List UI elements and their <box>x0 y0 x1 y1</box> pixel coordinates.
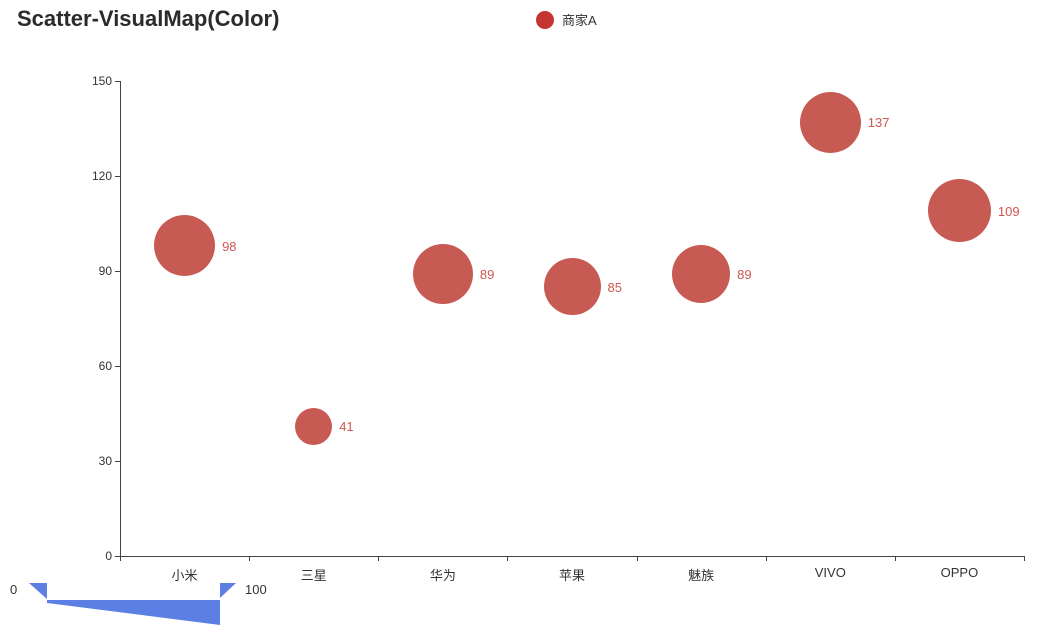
x-axis-tick <box>636 556 638 561</box>
scatter-point[interactable] <box>672 245 731 304</box>
y-tick-label: 90 <box>98 264 112 278</box>
y-axis-tick <box>115 81 120 82</box>
y-axis-tick <box>115 366 120 367</box>
x-axis-tick <box>1024 556 1025 561</box>
visualmap-min-label: 0 <box>10 582 18 597</box>
x-axis-tick <box>765 556 767 561</box>
x-category-label: 三星 <box>300 568 327 583</box>
scatter-point[interactable] <box>543 258 601 316</box>
legend-item-shangjia-a[interactable]: 商家A <box>536 10 597 29</box>
x-axis-line <box>120 556 1024 557</box>
visualmap-right-handle[interactable] <box>220 583 236 598</box>
scatter-point[interactable] <box>927 179 991 243</box>
legend-marker-icon <box>536 10 554 29</box>
point-value-label: 98 <box>222 238 237 254</box>
scatter-point[interactable] <box>295 407 333 445</box>
point-value-label: 109 <box>997 203 1020 219</box>
scatter-point[interactable] <box>799 91 861 153</box>
x-category-label: 苹果 <box>558 568 585 583</box>
x-axis-tick <box>249 556 251 561</box>
y-tick-label: 0 <box>105 549 112 563</box>
visualmap-slider[interactable] <box>0 578 300 634</box>
y-axis-line <box>120 81 121 556</box>
x-category-label: 华为 <box>429 568 456 583</box>
y-tick-label: 60 <box>98 359 112 373</box>
visualmap-range-bar[interactable] <box>47 600 220 625</box>
scatter-point[interactable] <box>154 215 216 277</box>
point-value-label: 89 <box>479 267 495 283</box>
legend-label: 商家A <box>562 13 597 28</box>
x-category-label: 魅族 <box>688 568 715 583</box>
x-axis-tick <box>507 556 509 561</box>
scatter-point[interactable] <box>412 244 473 305</box>
x-category-label: OPPO <box>940 565 979 580</box>
visualmap-left-handle[interactable] <box>29 583 47 599</box>
y-axis-tick <box>115 461 120 462</box>
y-tick-label: 30 <box>98 454 112 468</box>
x-axis-tick <box>120 556 121 561</box>
y-tick-label: 150 <box>91 74 112 88</box>
y-tick-label: 120 <box>91 169 112 183</box>
y-axis-tick <box>115 271 120 272</box>
point-value-label: 137 <box>867 115 890 131</box>
point-value-label: 41 <box>339 419 354 435</box>
y-axis-tick <box>115 176 120 177</box>
x-axis-tick <box>894 556 896 561</box>
y-axis-tick <box>115 556 120 557</box>
x-category-label: VIVO <box>814 565 846 580</box>
x-category-label: 小米 <box>171 568 198 583</box>
chart-title: Scatter-VisualMap(Color) <box>17 6 280 31</box>
x-axis-tick <box>378 556 380 561</box>
visualmap-max-label: 100 <box>245 582 267 597</box>
point-value-label: 85 <box>607 279 622 295</box>
point-value-label: 89 <box>737 267 752 283</box>
